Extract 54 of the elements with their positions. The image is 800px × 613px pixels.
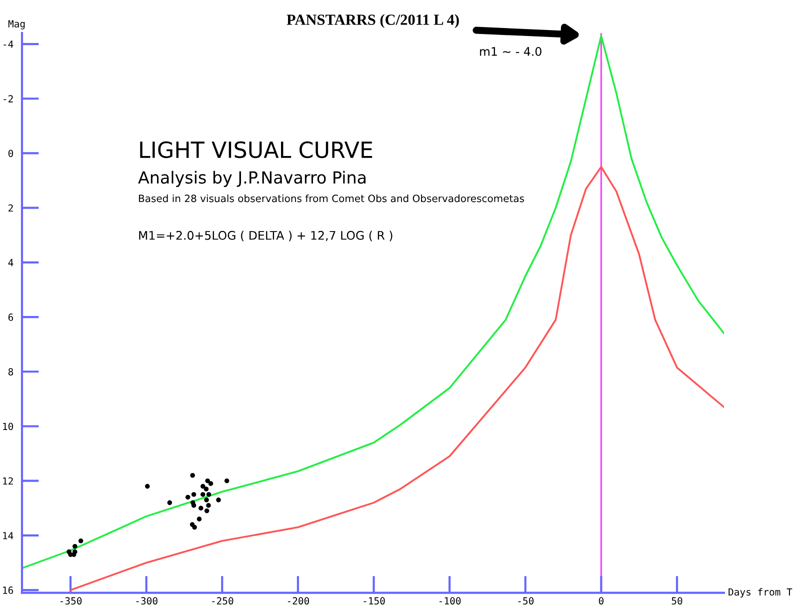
point — [196, 516, 202, 522]
y-tick-label: 0 — [8, 150, 14, 158]
point — [204, 498, 209, 502]
x-tick-label: -100 — [440, 597, 461, 605]
x-tick-label: 0 — [598, 597, 604, 605]
x-tick-label: 50 — [672, 597, 682, 605]
point — [198, 506, 204, 511]
point — [144, 484, 150, 489]
annotation: LIGHT VISUAL CURVE — [140, 141, 372, 158]
x-tick-label: -50 — [518, 597, 534, 605]
point — [200, 492, 206, 497]
point — [72, 549, 78, 554]
x-tick-label: -300 — [136, 597, 158, 605]
point — [224, 478, 230, 484]
point — [206, 492, 212, 497]
point — [72, 544, 78, 549]
point — [204, 486, 209, 492]
y-axis-title: Mag — [8, 20, 25, 30]
annotation: Based in 28 visuals observations from Comet Obs and Observadorescometas — [138, 194, 524, 202]
x-tick-label: -200 — [288, 597, 310, 605]
point — [192, 524, 197, 530]
y-tick-label: 14 — [3, 532, 14, 540]
point — [190, 472, 195, 478]
annotation: m1 ~ - 4.0 — [480, 46, 542, 56]
x-tick-label: -150 — [364, 597, 385, 605]
point — [167, 500, 172, 506]
y-tick-label: 12 — [3, 477, 13, 485]
x-tick-label: -350 — [60, 597, 82, 605]
y-tick-label: 8 — [8, 368, 14, 376]
y-tick-label: -2 — [4, 95, 13, 102]
point — [206, 503, 211, 508]
y-tick-label: -4 — [4, 40, 14, 48]
point — [185, 494, 190, 500]
y-tick-label: 16 — [3, 586, 14, 594]
y-tick-label: 6 — [8, 314, 14, 321]
chart-title: PANSTARRS (C/2011 L 4) — [286, 14, 459, 28]
x-axis-title: Days from T — [728, 588, 792, 598]
line-series — [22, 34, 724, 570]
point — [200, 484, 206, 489]
y-tick-label: 10 — [3, 422, 14, 430]
point — [205, 478, 210, 484]
y-tick-label: 2 — [8, 204, 13, 212]
point — [190, 522, 195, 527]
y-tick-label: 4 — [8, 259, 14, 266]
point — [216, 498, 221, 502]
line-series — [70, 166, 724, 591]
annotation: M1=+2.0+5LOG ( DELTA ) + 12,7 LOG ( R ) — [139, 230, 392, 242]
annotation: Analysis by J.P.Navarro Pina — [138, 170, 366, 187]
point — [204, 508, 210, 514]
x-tick-label: -250 — [212, 597, 234, 605]
point — [78, 538, 84, 544]
point — [191, 503, 196, 508]
point — [208, 481, 214, 486]
point — [191, 492, 196, 497]
